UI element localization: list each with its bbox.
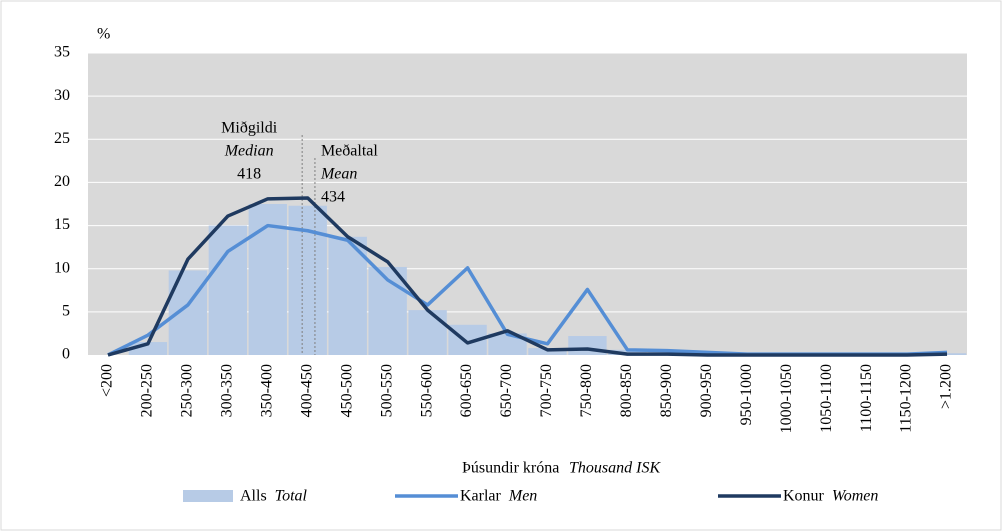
annotation-label-en: Median	[224, 143, 274, 160]
y-tick-label: 30	[54, 87, 70, 104]
x-tick-label: 250-300	[179, 364, 196, 417]
legend-label: Alls	[240, 488, 267, 505]
x-tick-label: 350-400	[258, 364, 275, 417]
x-tick-label: 1000-1050	[778, 364, 795, 433]
annotation-value: 434	[321, 189, 345, 206]
x-tick-label: 300-350	[219, 364, 236, 417]
legend-label-en: Men	[508, 488, 537, 505]
x-tick-label: 500-550	[378, 364, 395, 417]
x-axis-label-en: Thousand ISK	[569, 460, 661, 477]
bar	[208, 225, 248, 355]
x-tick-label: 700-750	[538, 364, 555, 417]
x-tick-label: 1100-1150	[858, 364, 875, 432]
x-tick-label: 850-900	[658, 364, 675, 417]
y-tick-label: 25	[54, 130, 70, 147]
y-unit: %	[97, 26, 110, 43]
x-tick-label: 800-850	[618, 364, 635, 417]
y-tick-label: 35	[54, 44, 70, 61]
y-tick-label: 15	[54, 216, 70, 233]
x-tick-label: 950-1000	[738, 364, 755, 425]
annotation-label: Meðaltal	[321, 143, 378, 160]
y-tick-label: 5	[62, 303, 70, 320]
legend-label-en: Total	[275, 488, 308, 505]
legend-swatch	[183, 490, 233, 502]
annotation-label: Miðgildi	[221, 120, 278, 137]
x-tick-label: 750-800	[578, 364, 595, 417]
x-tick-label: 450-500	[338, 364, 355, 417]
x-tick-label: 400-450	[298, 364, 315, 417]
annotation-label-en: Mean	[320, 166, 357, 183]
bar	[488, 333, 527, 355]
x-tick-label: 1050-1100	[818, 364, 835, 433]
x-tick-label: 550-600	[418, 364, 435, 417]
x-tick-label: 600-650	[458, 364, 475, 417]
x-axis-label: Þúsundir króna	[462, 460, 559, 477]
bar	[248, 204, 287, 355]
x-tick-label: >1.200	[938, 364, 955, 409]
x-tick-label: 200-250	[139, 364, 156, 417]
legend-label-en: Women	[832, 488, 879, 505]
legend-label: Karlar	[460, 488, 502, 505]
y-tick-label: 20	[54, 173, 70, 190]
y-tick-label: 0	[62, 346, 70, 363]
bar	[408, 310, 447, 355]
annotation-value: 418	[237, 166, 261, 183]
x-tick-label: <200	[99, 364, 116, 397]
bar	[328, 236, 367, 355]
x-tick-label: 900-950	[698, 364, 715, 417]
bar	[168, 270, 208, 355]
legend-label: Konur	[783, 488, 825, 505]
x-tick-label: 1150-1200	[898, 364, 915, 433]
y-tick-label: 10	[54, 259, 70, 276]
line	[107, 196, 948, 357]
x-tick-label: 650-700	[498, 364, 515, 417]
